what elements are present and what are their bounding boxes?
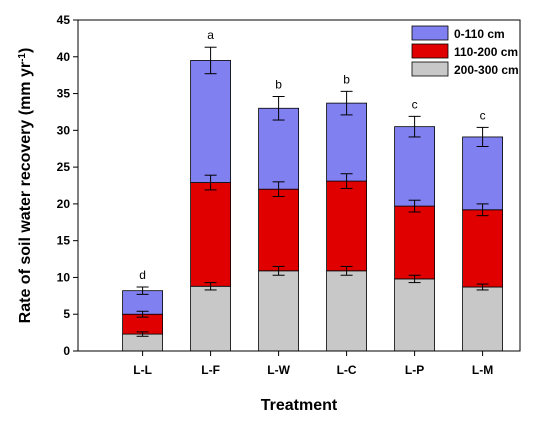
significance-letter: d bbox=[139, 268, 146, 282]
plot-frame bbox=[77, 19, 521, 352]
x-tick-label: L-M bbox=[472, 363, 493, 377]
bar-segment bbox=[394, 278, 436, 352]
y-axis-title: Rate of soil water recovery (mm yr-1) bbox=[17, 48, 35, 324]
y-tick-label: 25 bbox=[57, 160, 71, 174]
bar-segment bbox=[190, 60, 232, 183]
bars bbox=[122, 60, 504, 352]
y-axis-ticks: 0 5 10 15 20 25 30 35 40 45 bbox=[57, 13, 78, 358]
legend-swatch bbox=[411, 61, 449, 77]
y-tick-label: 20 bbox=[57, 197, 71, 211]
y-tick-label: 30 bbox=[57, 123, 71, 137]
bar-segment bbox=[394, 126, 436, 207]
y-tick-label: 40 bbox=[57, 50, 71, 64]
y-tick-label: 5 bbox=[63, 307, 70, 321]
y-tick-label: 15 bbox=[57, 234, 71, 248]
bar-segment bbox=[394, 205, 436, 280]
y-tick-label: 10 bbox=[57, 270, 71, 284]
x-tick-label: L-P bbox=[405, 363, 424, 377]
legend-swatch bbox=[411, 25, 449, 41]
legend[interactable]: 0-110 cm 110-200 cm 200-300 cm bbox=[411, 25, 519, 77]
bar-segment bbox=[326, 102, 368, 182]
significance-letter: c bbox=[480, 108, 486, 122]
y-axis-title-superscript: -1 bbox=[17, 53, 28, 62]
x-axis-ticks: L-L L-F L-W L-C L-P L-M bbox=[133, 351, 493, 377]
x-tick-label: L-C bbox=[337, 363, 357, 377]
bar-segment bbox=[326, 180, 368, 272]
significance-labels: d a b b c c bbox=[139, 28, 485, 282]
bar-segment bbox=[258, 188, 300, 272]
legend-label: 0-110 cm bbox=[454, 27, 505, 41]
bar-segment bbox=[462, 136, 504, 211]
y-tick-label: 45 bbox=[57, 13, 71, 27]
significance-letter: b bbox=[343, 72, 350, 86]
x-tick-label: L-F bbox=[201, 363, 220, 377]
significance-letter: b bbox=[275, 77, 282, 91]
x-tick-label: L-L bbox=[133, 363, 152, 377]
y-axis-title-main: Rate of soil water recovery (mm yr bbox=[17, 62, 34, 323]
x-tick-label: L-W bbox=[267, 363, 290, 377]
y-axis-title-end: ) bbox=[17, 48, 34, 53]
legend-label: 200-300 cm bbox=[454, 63, 519, 77]
y-tick-label: 0 bbox=[63, 344, 70, 358]
bar-segment bbox=[258, 270, 300, 352]
bar-segment bbox=[190, 285, 232, 352]
legend-label: 110-200 cm bbox=[454, 45, 518, 59]
significance-letter: c bbox=[412, 97, 418, 111]
error-bars bbox=[136, 46, 489, 337]
y-tick-label: 35 bbox=[57, 87, 71, 101]
legend-swatch bbox=[411, 43, 449, 59]
x-axis-title: Treatment bbox=[261, 397, 338, 414]
significance-letter: a bbox=[207, 28, 214, 42]
bar-segment bbox=[190, 182, 232, 287]
bar-segment bbox=[326, 270, 368, 352]
bar-segment bbox=[462, 286, 504, 352]
bar-segment bbox=[462, 209, 504, 288]
